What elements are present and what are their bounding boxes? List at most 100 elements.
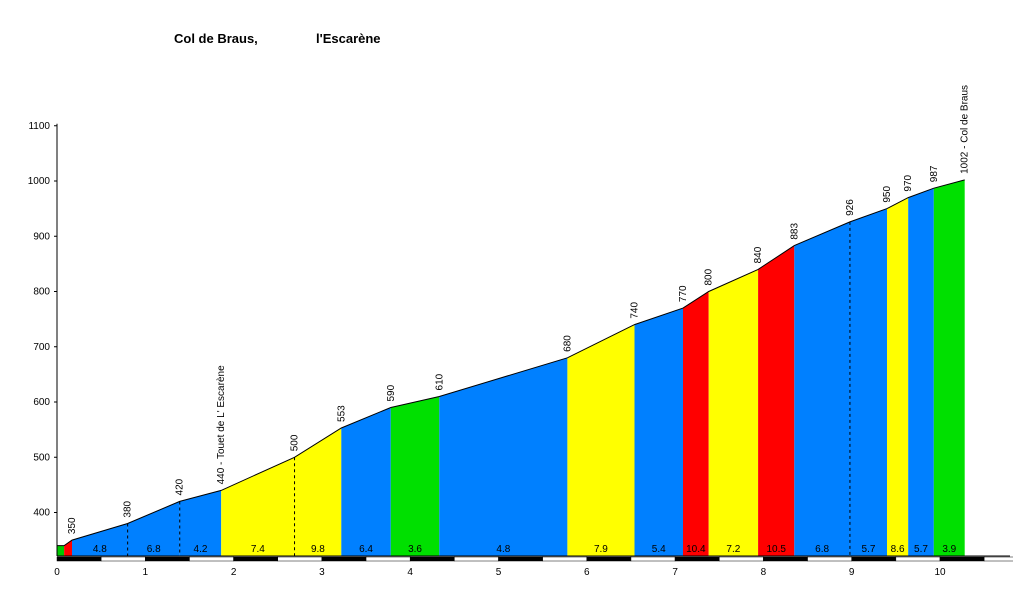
x-tick-label: 10 [934, 567, 946, 578]
x-tick-label: 1 [143, 567, 149, 578]
segment-gradient-label: 9.8 [311, 544, 325, 555]
altitude-label: 590 [386, 384, 397, 401]
chart-title: Col de Braus, l'Escarène [0, 31, 1013, 51]
x-tick-label: 2 [231, 567, 237, 578]
altitude-label: 380 [123, 500, 134, 517]
altitude-label: 970 [903, 174, 914, 191]
distance-scale-block [983, 556, 1013, 562]
segment-gradient-label: 6.8 [815, 544, 829, 555]
segment-gradient-label: 4.2 [194, 544, 208, 555]
altitude-label: 1002 - Col de Braus [960, 85, 971, 174]
y-tick-label: 700 [33, 342, 50, 353]
profile-segment [294, 428, 342, 556]
x-tick-label: 4 [407, 567, 413, 578]
segment-gradient-label: 5.7 [914, 544, 928, 555]
x-tick-label: 7 [672, 567, 678, 578]
profile-segment [887, 197, 909, 556]
altitude-label: 500 [290, 434, 301, 451]
y-tick-label: 600 [33, 397, 50, 408]
distance-scale-block [454, 556, 499, 562]
segment-gradient-label: 5.7 [862, 544, 876, 555]
altitude-label: 883 [789, 223, 800, 240]
title-climb: Col de Braus, [174, 31, 258, 46]
profile-segment [758, 245, 795, 556]
segment-gradient-label: 7.2 [726, 544, 740, 555]
altitude-label: 950 [882, 186, 893, 203]
altitude-label: 553 [336, 405, 347, 422]
profile-segment [127, 501, 180, 556]
distance-scale-block [586, 556, 632, 562]
profile-segment [794, 221, 850, 556]
distance-scale-block [409, 556, 455, 562]
altitude-label: 770 [678, 285, 689, 302]
distance-scale-block [807, 556, 852, 562]
segment-gradient-label: 8.6 [891, 544, 905, 555]
segment-gradient-label: 7.4 [251, 544, 265, 555]
distance-scale-block [719, 556, 764, 562]
segment-gradient-label: 3.6 [408, 544, 422, 555]
profile-segment [390, 396, 440, 556]
title-start: l'Escarène [316, 31, 381, 46]
x-tick-label: 6 [584, 567, 590, 578]
y-tick-label: 900 [33, 231, 50, 242]
distance-scale-block [233, 556, 279, 562]
distance-scale-block [630, 556, 676, 562]
distance-scale-block [56, 556, 102, 562]
segment-gradient-label: 5.4 [652, 544, 666, 555]
segment-gradient-label: 4.8 [496, 544, 510, 555]
altitude-label: 440 - Touet de L' Escarène [216, 365, 227, 484]
profile-segment [683, 291, 709, 556]
segment-gradient-label: 4.8 [93, 544, 107, 555]
distance-scale-block [542, 556, 588, 562]
segment-gradient-label: 6.8 [147, 544, 161, 555]
y-tick-label: 800 [33, 287, 50, 298]
profile-line [57, 179, 965, 547]
x-tick-label: 8 [761, 567, 767, 578]
distance-scale-block [189, 556, 234, 562]
distance-scale-block [100, 556, 146, 562]
segment-gradient-label: 6.4 [359, 544, 373, 555]
distance-scale-block [277, 556, 323, 562]
altitude-label: 350 [67, 517, 78, 534]
x-tick-label: 9 [849, 567, 855, 578]
profile-segment [634, 308, 683, 556]
profile-segment [72, 523, 128, 556]
segment-gradient-label: 10.5 [766, 544, 786, 555]
profile-segment [849, 208, 887, 556]
profile-segment [64, 540, 72, 556]
altitude-label: 840 [753, 246, 764, 263]
segment-gradient-label: 3.9 [942, 544, 956, 555]
segment-gradient-label: 7.9 [594, 544, 608, 555]
distance-scale-block [939, 556, 985, 562]
profile-segment [179, 490, 222, 556]
distance-scale-block [145, 556, 190, 562]
profile-segment [57, 545, 65, 556]
x-tick-label: 5 [496, 567, 502, 578]
altitude-label: 420 [175, 478, 186, 495]
distance-scale-block [763, 556, 808, 562]
distance-scale-block [674, 556, 720, 562]
profile-segment [708, 269, 759, 556]
distance-scale-block [321, 556, 367, 562]
profile-segment [221, 457, 295, 556]
altitude-label: 800 [704, 268, 715, 285]
distance-scale-block [895, 556, 941, 562]
altitude-label: 926 [845, 199, 856, 216]
altitude-label: 987 [929, 165, 940, 182]
segment-gradient-label: 10.4 [686, 544, 706, 555]
distance-scale-block [498, 556, 543, 562]
y-tick-label: 1100 [28, 121, 50, 132]
altitude-label: 610 [434, 373, 445, 390]
x-tick-label: 3 [319, 567, 325, 578]
altitude-label: 680 [562, 335, 573, 352]
profile-segment [567, 324, 635, 556]
distance-scale-block [365, 556, 411, 562]
y-tick-label: 400 [33, 508, 50, 519]
y-tick-label: 500 [33, 452, 50, 463]
profile-segment [439, 357, 568, 556]
x-tick-label: 0 [54, 567, 60, 578]
profile-segment [933, 179, 965, 556]
y-tick-label: 1000 [28, 176, 51, 187]
distance-scale-block [851, 556, 897, 562]
